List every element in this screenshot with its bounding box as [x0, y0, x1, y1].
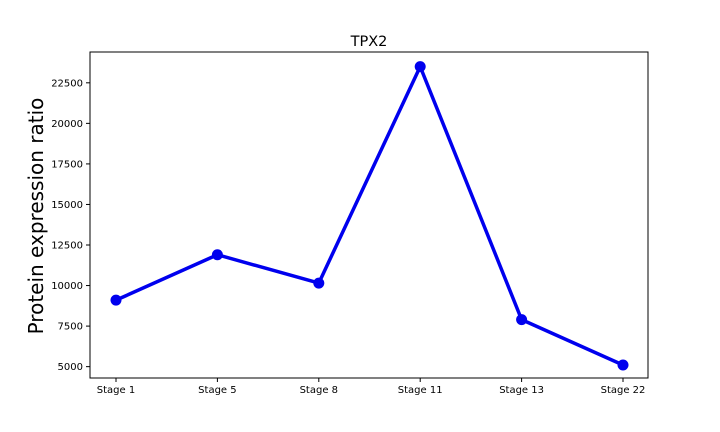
- x-tick-label: Stage 13: [499, 385, 544, 396]
- x-tick-label: Stage 8: [300, 385, 338, 396]
- x-tick-label: Stage 22: [601, 385, 646, 396]
- x-tick-label: Stage 5: [198, 385, 236, 396]
- plot-area-frame: [89, 51, 649, 379]
- x-tick-label: Stage 1: [97, 385, 135, 396]
- y-tick-label: 7500: [58, 322, 83, 333]
- y-tick-label: 10000: [51, 281, 83, 292]
- y-axis-ticks: 5000 7500 10000 12500 15000 17500 20000 22500: [51, 78, 90, 373]
- y-tick-label: 15000: [51, 200, 83, 211]
- y-tick-label: 12500: [51, 241, 83, 252]
- data-point: [313, 277, 325, 289]
- series-group: [110, 61, 629, 371]
- series-line: [114, 64, 625, 367]
- data-point: [516, 314, 528, 326]
- data-point: [414, 61, 426, 73]
- x-tick-label: Stage 11: [398, 385, 443, 396]
- chart-title: TPX2: [350, 34, 388, 50]
- y-tick-label: 20000: [51, 119, 83, 130]
- y-axis-label: Protein expression ratio: [24, 98, 48, 335]
- y-tick-label: 5000: [58, 362, 83, 373]
- data-point: [211, 249, 223, 261]
- y-tick-label: 22500: [51, 78, 83, 89]
- x-axis-ticks: Stage 1 Stage 5 Stage 8 Stage 11 Stage 13 Sta…: [97, 378, 646, 396]
- y-tick-label: 17500: [51, 159, 83, 170]
- data-point: [617, 359, 629, 371]
- data-point: [110, 294, 122, 306]
